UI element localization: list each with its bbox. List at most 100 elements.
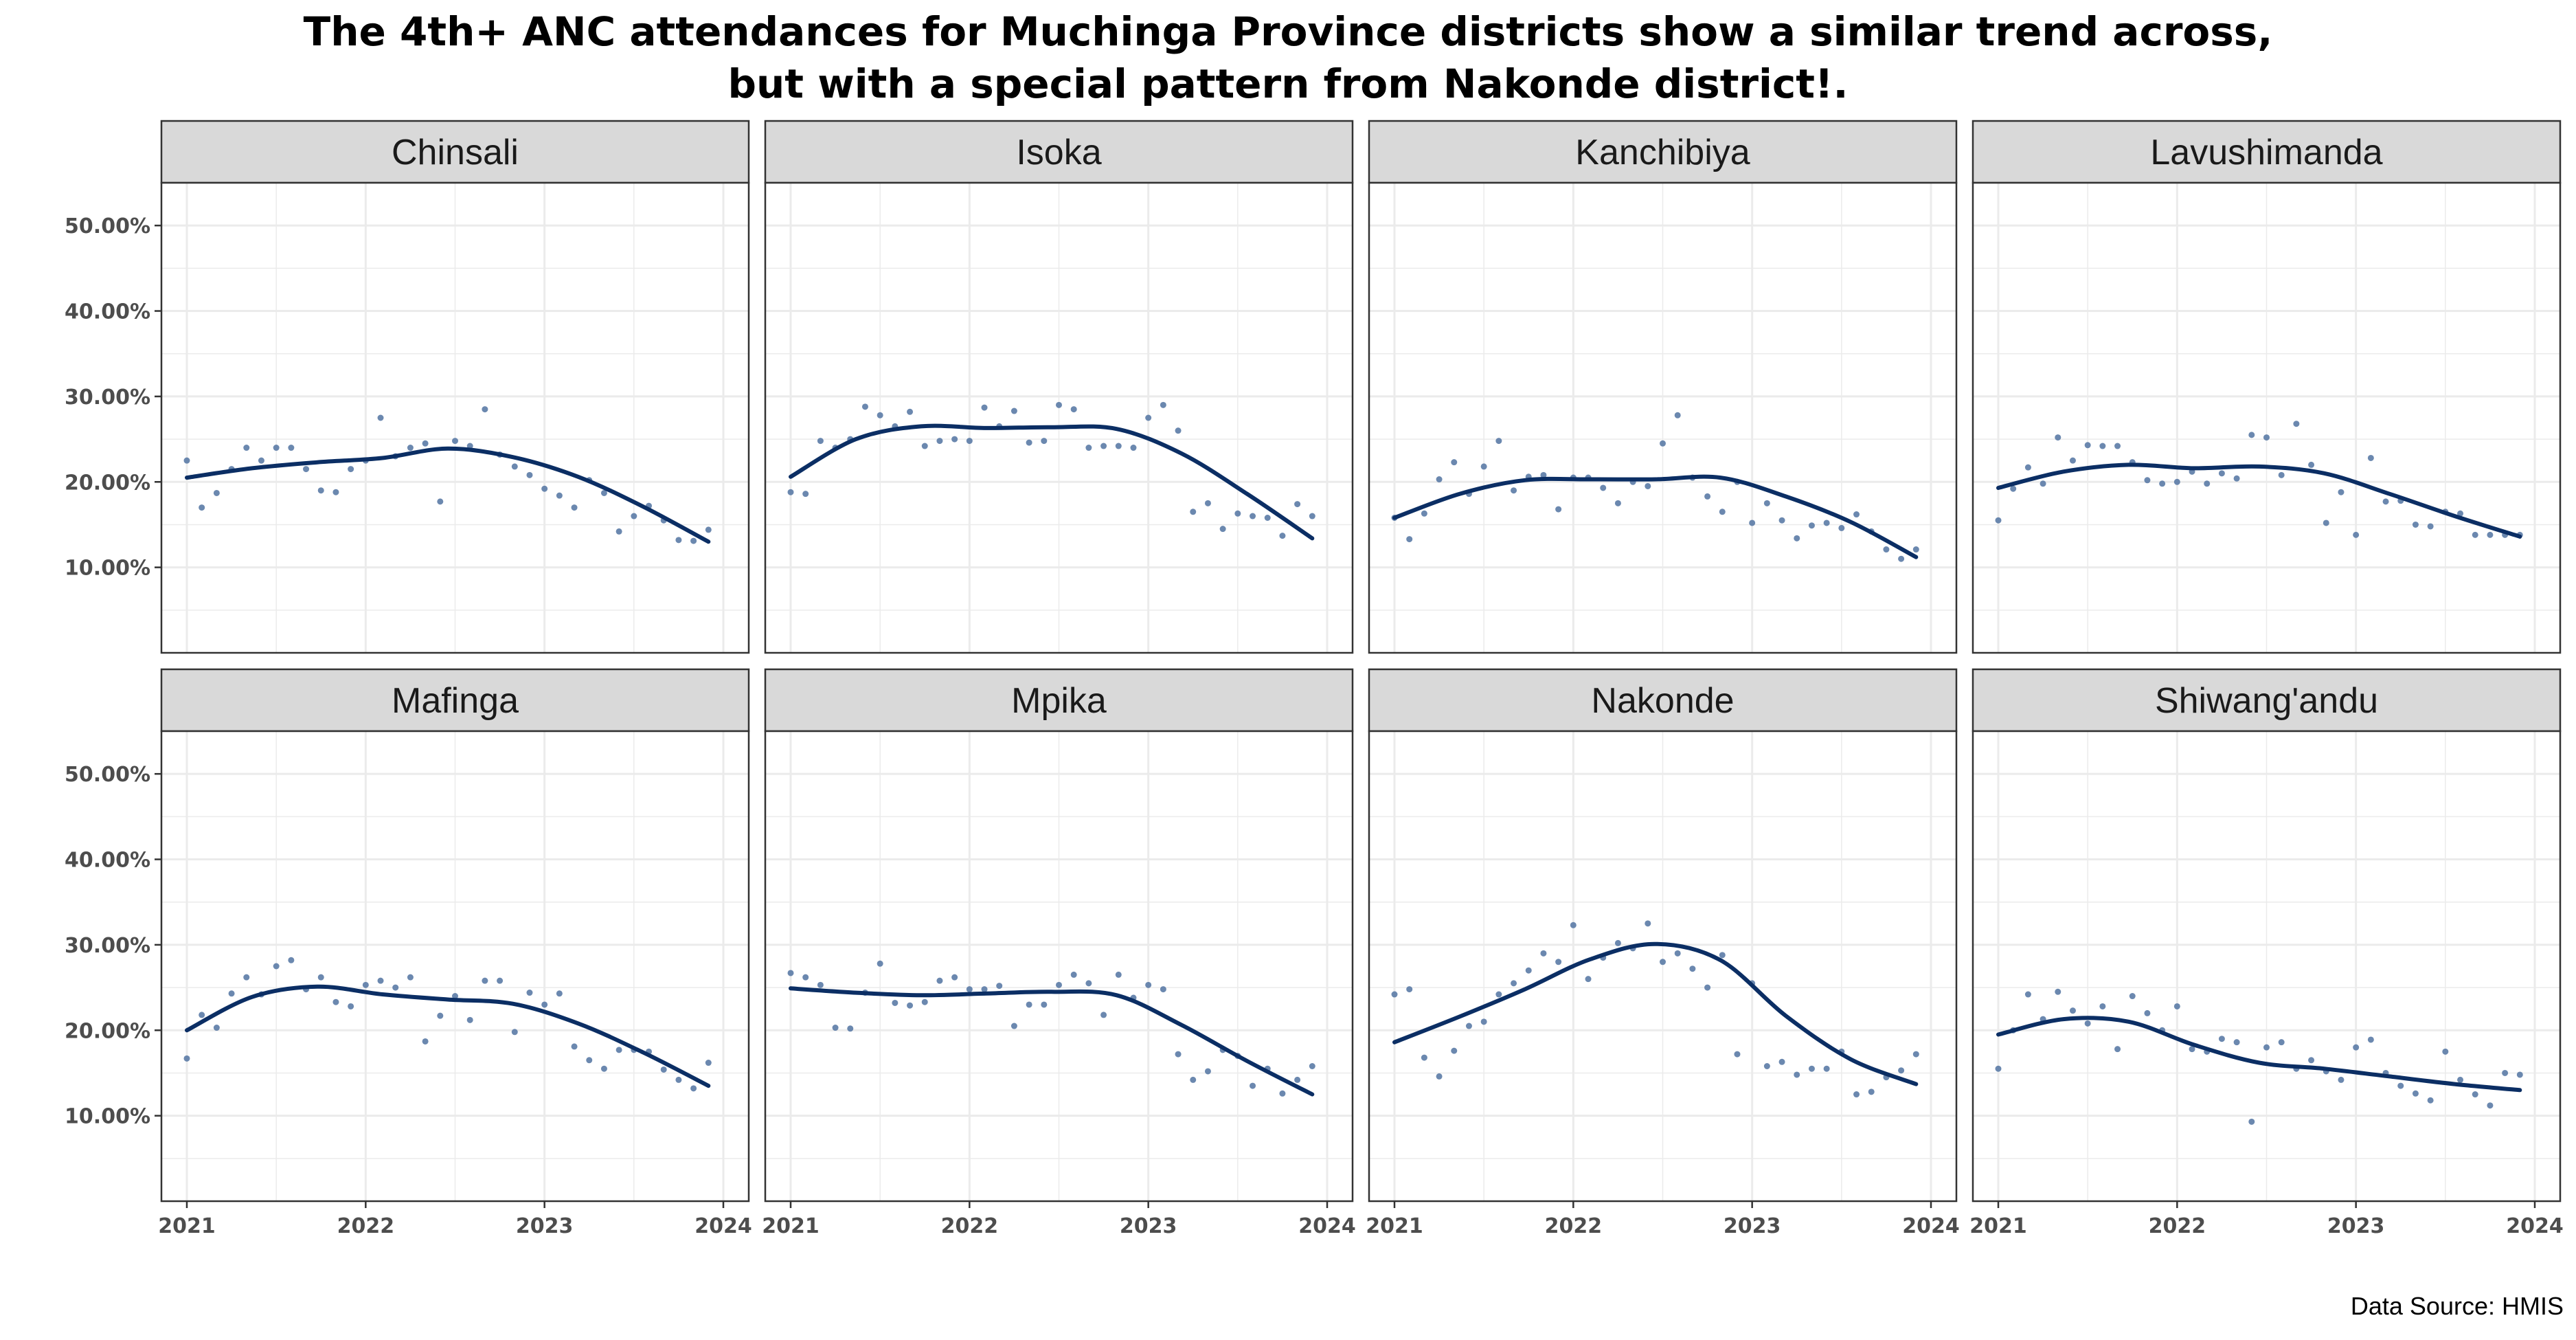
y-tick-label: 30.00% [65, 934, 150, 958]
data-point [1645, 482, 1651, 489]
data-point [981, 986, 988, 993]
trend-line-kanchibiya [1392, 474, 1919, 559]
data-point [183, 1055, 190, 1062]
data-point [362, 981, 369, 988]
data-point [1041, 438, 1048, 445]
panel-border-shiwang-andu [1971, 730, 2562, 1203]
data-point [422, 1038, 429, 1045]
data-point [571, 1043, 578, 1050]
data-point [1898, 1067, 1905, 1074]
data-point [183, 457, 190, 464]
panel-border-mpika [764, 730, 1354, 1203]
data-point [1309, 513, 1315, 520]
data-point [243, 445, 250, 451]
x-tick-label: 2023 [1724, 1214, 1781, 1238]
data-point [1570, 922, 1577, 928]
data-point [1674, 412, 1681, 418]
data-point [1838, 524, 1845, 531]
y-tick-label: 10.00% [65, 557, 150, 581]
data-point [1883, 546, 1890, 553]
data-point [556, 492, 563, 499]
data-point [2487, 531, 2494, 538]
data-point [288, 957, 295, 963]
data-point [2338, 1076, 2345, 1083]
data-point [2412, 521, 2419, 528]
data-point [377, 977, 384, 984]
data-point [1219, 526, 1226, 533]
strip-isoka [764, 120, 1354, 184]
data-point [2069, 457, 2076, 464]
data-point [466, 1016, 473, 1023]
data-point [1719, 509, 1726, 515]
data-point [615, 528, 622, 535]
strip-label-kanchibiya: Kanchibiya [1575, 133, 1750, 172]
data-point [1250, 1082, 1256, 1089]
data-point [1451, 1047, 1458, 1054]
data-point [526, 471, 533, 478]
data-point [586, 1057, 593, 1064]
y-tick-label: 20.00% [65, 471, 150, 495]
data-point [317, 487, 324, 494]
data-point [243, 974, 250, 981]
panel-mpika: Mpika 2021 2022 2023 2024 [762, 668, 1356, 1238]
data-point [1540, 471, 1547, 478]
data-point [288, 445, 295, 451]
y-tick-label: 30.00% [65, 386, 150, 410]
data-point [1451, 459, 1458, 466]
data-point [1868, 1088, 1875, 1095]
data-point [2159, 480, 2166, 487]
chart-title: The 4th+ ANC attendances for Muchinga Pr… [0, 5, 2576, 110]
data-point [1511, 980, 1517, 987]
data-point [228, 990, 235, 997]
strip-label-mafinga: Mafinga [392, 681, 519, 721]
data-point [1898, 555, 1905, 562]
data-point [348, 1003, 354, 1009]
data-point [996, 983, 1003, 990]
data-point [600, 489, 607, 496]
data-point [1279, 1090, 1286, 1097]
panel-border-lavushimanda [1971, 181, 2562, 654]
data-point [1145, 414, 1152, 421]
panel-border-mafinga [160, 730, 750, 1203]
data-point [1749, 520, 1756, 526]
data-point [1026, 1001, 1032, 1008]
data-point [877, 960, 883, 967]
data-point [1555, 506, 1562, 513]
data-point [1823, 1065, 1830, 1072]
data-point [1160, 986, 1166, 993]
data-point [482, 406, 488, 413]
data-point [407, 974, 414, 981]
data-point [2338, 489, 2345, 495]
data-point [1511, 487, 1517, 494]
panel-lavushimanda: Lavushimanda [1971, 120, 2562, 654]
data-point [2233, 475, 2240, 482]
data-point [1264, 515, 1271, 522]
data-point [2173, 1003, 2180, 1009]
data-point [1436, 476, 1443, 483]
data-point [951, 974, 958, 981]
data-point [2189, 1046, 2195, 1053]
data-point [2099, 1003, 2106, 1009]
data-point [1100, 1012, 1107, 1018]
data-point [1734, 1051, 1741, 1058]
data-point [675, 537, 682, 544]
strip-label-shiwang-andu: Shiwang'andu [2155, 681, 2378, 721]
data-point [2055, 434, 2061, 441]
data-point [787, 489, 794, 495]
data-point [2024, 464, 2031, 471]
data-point [2278, 1039, 2285, 1046]
data-point [377, 414, 384, 421]
data-point [802, 974, 809, 981]
data-point [541, 485, 548, 492]
data-point [2114, 443, 2121, 449]
x-tick-label: 2023 [1120, 1214, 1177, 1238]
data-point [511, 1029, 518, 1036]
x-tick-label: 2023 [516, 1214, 574, 1238]
data-point [1995, 517, 2002, 524]
data-point [213, 1025, 220, 1031]
data-point [541, 1001, 548, 1008]
data-point [802, 491, 809, 498]
data-point [2010, 485, 2017, 492]
data-point [1309, 1063, 1315, 1070]
data-point [2099, 443, 2106, 449]
